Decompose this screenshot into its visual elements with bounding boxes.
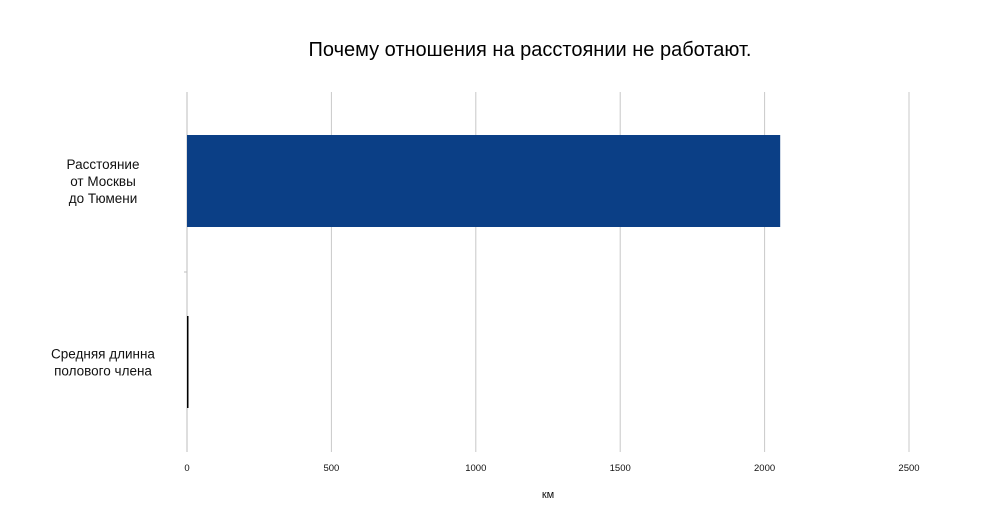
category-label-0: Расстояние от Москвы до Тюмени — [67, 157, 140, 206]
x-tick-500: 500 — [323, 463, 339, 474]
category-label-line: до Тюмени — [69, 191, 138, 206]
bars — [187, 135, 781, 408]
category-label-line: от Москвы — [70, 174, 136, 189]
bar-1 — [187, 316, 189, 408]
x-tick-2000: 2000 — [754, 463, 775, 474]
x-tick-labels: 0 500 1000 1500 2000 2500 — [184, 463, 919, 474]
category-label-line: Средняя длинна — [51, 347, 155, 362]
x-tick-0: 0 — [184, 463, 189, 474]
x-tick-2500: 2500 — [898, 463, 919, 474]
chart-title: Почему отношения на расстоянии не работа… — [309, 39, 752, 61]
x-axis-label: км — [542, 489, 554, 501]
category-label-line: Расстояние — [67, 157, 140, 172]
category-label-1: Средняя длинна полового члена — [51, 347, 155, 379]
x-tick-1500: 1500 — [610, 463, 631, 474]
x-tick-1000: 1000 — [465, 463, 486, 474]
category-labels: Расстояние от Москвы до Тюмени Средняя длин… — [51, 157, 155, 379]
category-label-line: полового члена — [54, 364, 152, 379]
bar-0 — [187, 135, 781, 227]
